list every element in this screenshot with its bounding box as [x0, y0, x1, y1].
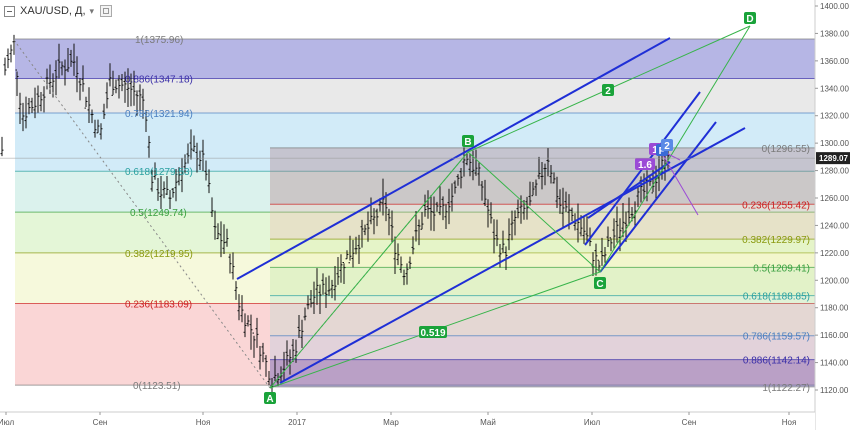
- price-tick-label: 1400.00: [820, 2, 849, 11]
- price-tick-label: 1360.00: [820, 57, 849, 66]
- fib-right-label: 0(1296.55): [762, 144, 810, 155]
- point-label-d-badge: [744, 12, 756, 24]
- ratio-label: 0.519: [420, 328, 445, 339]
- channel-lower-line[interactable]: [279, 127, 746, 384]
- point-label-c: C: [596, 279, 603, 290]
- fib-zone: [15, 171, 815, 213]
- price-axis-background: [815, 0, 850, 430]
- ratio-label-purple: 1.6: [638, 160, 652, 171]
- fib-left-label: 0.618(1279.53): [125, 167, 193, 178]
- time-axis-background: [0, 412, 815, 430]
- fib-left-label: 0(1123.51): [133, 381, 181, 392]
- fib-zone: [270, 204, 815, 240]
- fib-retracement-left[interactable]: [15, 38, 815, 386]
- symbol-header: XAU/USD, Д, ▾: [0, 0, 117, 22]
- fib-left-label: 0.5(1249.74): [130, 208, 187, 219]
- time-tick-label: Сен: [682, 418, 697, 427]
- current-price-badge: [816, 152, 850, 165]
- time-tick-label: Ноя: [196, 418, 211, 427]
- price-tick-label: 1200.00: [820, 276, 849, 285]
- ratio-label-purple-badge: [635, 158, 655, 170]
- fib-zone: [270, 335, 815, 360]
- fib-left-label: 0.236(1183.09): [125, 299, 192, 310]
- pivot-label-p: P: [659, 146, 666, 157]
- fib-zone: [15, 113, 815, 172]
- wave-label-2: 2: [605, 86, 611, 97]
- time-tick-label: Май: [480, 418, 496, 427]
- point-label-b-badge: [462, 135, 474, 147]
- fib-right-label: 0.5(1209.41): [753, 263, 810, 274]
- point-label-d: D: [746, 14, 753, 25]
- time-axis[interactable]: Июл Сен Ноя 2017 Мар Май Июл Сен Ноя: [0, 411, 815, 430]
- fib-right-level-labels: 0(1296.55) 0.236(1255.42) 0.382(1229.97) 0.…: [742, 144, 810, 394]
- fib-left-label: 1(1375.96): [135, 35, 183, 46]
- point-label-b: B: [464, 137, 471, 148]
- price-tick-label: 1280.00: [820, 167, 849, 176]
- fib-left-label: 0.786(1321.94): [125, 109, 193, 120]
- abcd-leg[interactable]: [269, 151, 469, 389]
- price-tick-label: 1340.00: [820, 84, 849, 93]
- fib-right-label: 0.786(1159.57): [743, 332, 810, 343]
- fib-left-label: 0.382(1219.95): [125, 249, 193, 260]
- dashed-trend-line[interactable]: [13, 39, 271, 389]
- channel-short-mid[interactable]: [587, 161, 671, 219]
- wave-label-2-badge: [602, 84, 614, 96]
- abcd-leg[interactable]: [599, 25, 751, 273]
- price-tick-label: 1180.00: [820, 304, 849, 313]
- time-tick-label: Ноя: [782, 418, 797, 427]
- channel-upper-line[interactable]: [236, 37, 671, 280]
- chevron-down-icon[interactable]: ▾: [89, 5, 95, 16]
- fib-left-level-labels: 1(1375.96) 0.886(1347.18) 0.786(1321.94) 0.…: [125, 35, 193, 392]
- price-tick-label: 1300.00: [820, 139, 849, 148]
- price-tick-label: 1120.00: [820, 386, 849, 395]
- symbol-title: XAU/USD, Д,: [20, 5, 86, 17]
- point-label-a-badge: [264, 392, 276, 404]
- ratio-label-badge: [419, 326, 447, 338]
- price-tick-label: 1320.00: [820, 112, 849, 121]
- time-tick-label: 2017: [288, 418, 306, 427]
- fib-zone: [15, 303, 815, 386]
- settings-button[interactable]: [100, 5, 113, 17]
- wave-label-1: 1: [652, 145, 658, 156]
- fib-zone: [15, 38, 815, 79]
- price-tick-label: 1260.00: [820, 194, 849, 203]
- channel-short-lower[interactable]: [599, 121, 717, 273]
- price-bars: [0, 34, 670, 399]
- time-tick-label: Июл: [0, 418, 14, 427]
- time-tick-label: Июл: [584, 418, 601, 427]
- time-tick-label: Сен: [93, 418, 108, 427]
- price-tick-label: 1380.00: [820, 29, 849, 38]
- point-label-c-badge: [594, 277, 606, 289]
- fib-right-label: 0.886(1142.14): [743, 356, 810, 367]
- fib-zone: [15, 78, 815, 114]
- current-price-label: 1289.07: [819, 154, 848, 163]
- collapse-icon[interactable]: [4, 5, 15, 17]
- fib-zone: [270, 239, 815, 268]
- price-tick-label: 1240.00: [820, 221, 849, 230]
- price-tick-label: 1140.00: [820, 359, 849, 368]
- abcd-leg[interactable]: [467, 151, 601, 273]
- fib-right-label: 0.382(1229.97): [742, 235, 810, 246]
- wave-label-2b-badge: [661, 139, 673, 151]
- point-label-a: A: [266, 394, 273, 405]
- fib-right-label: 0.236(1255.42): [742, 200, 810, 211]
- fib-zone: [270, 359, 815, 387]
- price-tick-label: 1160.00: [820, 331, 849, 340]
- fib-zone: [15, 212, 815, 253]
- fib-zone: [270, 295, 815, 336]
- wave-label-2b: 2: [664, 141, 670, 152]
- fib-zone: [270, 267, 815, 296]
- fib-zone: [15, 252, 815, 304]
- fib-right-label: 0.618(1188.85): [743, 292, 810, 303]
- fib-right-label: 1(1122.27): [762, 383, 810, 394]
- price-tick-label: 1220.00: [820, 249, 849, 258]
- projection-line[interactable]: [659, 149, 699, 216]
- fib-left-label: 0.886(1347.18): [125, 74, 193, 85]
- time-tick-label: Мар: [383, 418, 399, 427]
